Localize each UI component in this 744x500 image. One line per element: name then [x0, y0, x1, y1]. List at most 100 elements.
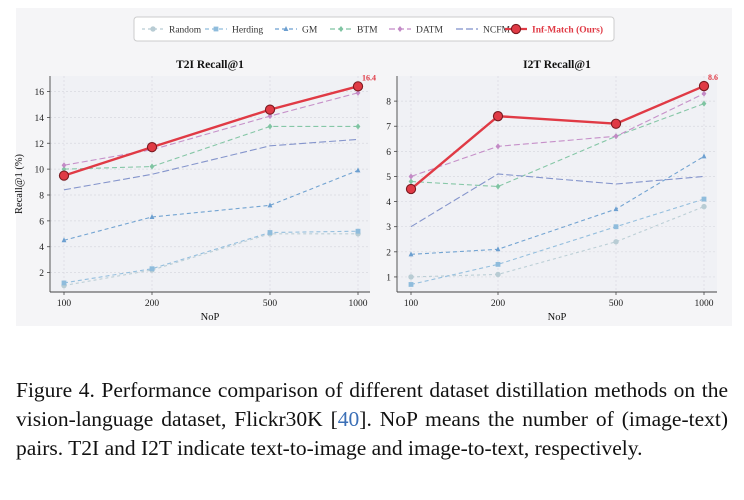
data-point	[355, 228, 361, 234]
series-line	[63, 125, 358, 170]
plot-area	[50, 76, 370, 292]
legend-entry: Herding	[205, 26, 263, 36]
legend-label: Herding	[232, 26, 263, 36]
legend-label: DATM	[416, 26, 443, 36]
legend-label: Random	[169, 26, 202, 36]
data-point	[495, 143, 501, 150]
series-line	[63, 169, 359, 241]
data-point	[408, 251, 414, 257]
data-point	[264, 104, 276, 115]
y-tick-label: 4	[39, 243, 44, 253]
y-tick-label: 8	[386, 98, 391, 108]
y-tick-label: 6	[39, 217, 44, 227]
data-point	[408, 173, 414, 180]
data-point	[701, 153, 707, 159]
data-point	[492, 111, 504, 122]
series-line	[63, 92, 359, 166]
data-point	[610, 118, 622, 129]
series-gm	[408, 153, 707, 257]
chart-i2t: 1 2 3 4 5 6 7 8 100 200 500 1000 I2T Recall@1 NoP 8.6	[386, 59, 718, 323]
data-point	[701, 90, 707, 97]
y-tick-label: 2	[386, 248, 391, 258]
series-line	[410, 206, 705, 278]
legend-label: GM	[302, 26, 318, 36]
series-line	[410, 173, 705, 228]
data-point	[61, 280, 67, 286]
x-axis-label: NoP	[201, 312, 220, 323]
data-point	[61, 162, 67, 169]
x-axis-label: NoP	[548, 312, 567, 323]
y-tick-label: 3	[386, 223, 391, 233]
x-tick-label: 500	[263, 299, 278, 309]
data-point	[61, 237, 67, 243]
value-annotation: 8.6	[708, 73, 718, 82]
data-point	[495, 183, 501, 190]
data-point	[701, 100, 707, 107]
series-random	[408, 203, 707, 280]
series-line	[410, 84, 705, 190]
y-tick-label: 5	[386, 173, 391, 183]
data-point	[405, 183, 417, 195]
x-tick-label: 200	[491, 299, 506, 309]
legend-swatch-marker	[397, 26, 403, 32]
series-inf-match-ours	[58, 81, 364, 181]
chart-t2i: 2 4 6 8 10 12 14 16 100 200 500 1000 T2I Recall@1 NoP…	[14, 59, 376, 323]
data-point	[267, 123, 273, 130]
caption-text-start: Figure 4. Performance comparison of diff…	[16, 377, 728, 431]
data-point	[267, 230, 273, 235]
legend-swatch-marker	[213, 26, 219, 32]
series-datm	[408, 90, 707, 180]
series-line	[410, 198, 705, 286]
data-point	[146, 141, 158, 153]
data-point	[613, 206, 619, 212]
series-ncfm	[63, 138, 359, 191]
citation-link[interactable]: 40	[337, 406, 360, 431]
y-tick-label: 10	[35, 166, 45, 176]
data-point	[355, 167, 361, 173]
figure-caption: Figure 4. Performance comparison of diff…	[16, 376, 728, 463]
y-tick-label: 12	[35, 140, 45, 150]
data-point	[408, 282, 414, 287]
series-herding	[408, 196, 707, 287]
legend-label: Inf-Match (Ours)	[532, 25, 603, 36]
caption-text-end: ]. NoP means the number of (image-text) …	[16, 406, 729, 460]
y-tick-label: 7	[386, 123, 391, 133]
data-point	[267, 113, 273, 120]
legend-swatch-marker	[283, 26, 289, 31]
y-tick-label: 4	[386, 198, 391, 208]
data-point	[408, 178, 414, 185]
chart-title: T2I Recall@1	[176, 59, 244, 71]
series-line	[63, 85, 359, 177]
series-herding	[61, 228, 361, 286]
series-line	[63, 233, 358, 287]
data-point	[495, 271, 501, 278]
legend-entry: NCFM	[456, 26, 510, 36]
legend-label: BTM	[357, 26, 378, 36]
chart-title: I2T Recall@1	[523, 59, 591, 71]
y-axis-label: Recall@1 (%)	[14, 153, 25, 214]
data-point	[701, 196, 707, 202]
data-point	[267, 202, 273, 208]
x-tick-label: 100	[404, 299, 419, 309]
legend-entry: DATM	[389, 26, 443, 36]
series-line	[63, 138, 359, 191]
data-point	[408, 274, 414, 280]
legend-entry: GM	[275, 26, 318, 36]
legend-box	[133, 16, 615, 42]
legend-entry: Random	[142, 26, 202, 36]
data-point	[698, 80, 710, 92]
legend-swatch-marker	[150, 26, 156, 32]
series-inf-match-ours	[405, 80, 710, 195]
y-tick-label: 16	[35, 88, 45, 98]
data-point	[355, 89, 361, 96]
data-point	[613, 239, 619, 245]
legend-swatch-marker	[510, 23, 522, 35]
y-tick-label: 6	[386, 148, 391, 158]
data-point	[149, 163, 155, 170]
x-tick-label: 100	[57, 299, 72, 309]
plot-area	[397, 76, 717, 292]
series-line	[410, 93, 705, 177]
data-point	[149, 266, 155, 272]
y-tick-label: 1	[386, 273, 391, 283]
series-line	[63, 230, 359, 284]
